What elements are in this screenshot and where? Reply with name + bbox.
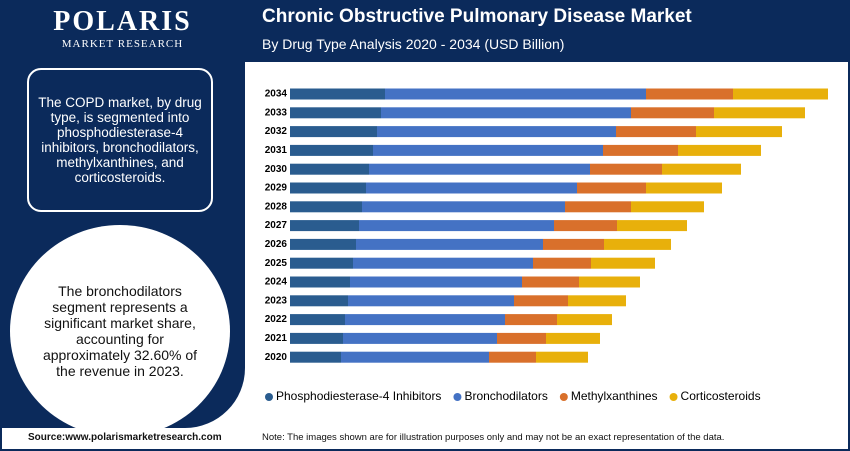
bar-segment	[359, 220, 554, 232]
summary-text: The COPD market, by drug type, is segmen…	[38, 95, 202, 185]
y-tick-label: 2027	[265, 220, 288, 231]
y-tick-label: 2026	[265, 239, 288, 250]
bar-segment	[356, 238, 543, 250]
y-tick-label: 2034	[265, 89, 288, 100]
bar-segment	[290, 182, 366, 194]
bar-segment	[522, 276, 579, 288]
bar-segment	[590, 163, 662, 175]
source: Source:www.polarismarketresearch.com	[28, 432, 222, 443]
bar-segment	[514, 295, 568, 307]
bar-segment	[290, 351, 341, 363]
bar-segment	[369, 163, 590, 175]
bar-segment	[353, 257, 533, 269]
bar-segment	[565, 201, 631, 213]
summary-box: The COPD market, by drug type, is segmen…	[27, 68, 213, 212]
bar-segment	[290, 107, 381, 119]
bar-segment	[373, 144, 603, 156]
chart-subtitle: By Drug Type Analysis 2020 - 2034 (USD B…	[262, 36, 565, 52]
bar-segment	[348, 295, 514, 307]
bar-segment	[543, 238, 604, 250]
bar-segment	[536, 351, 588, 363]
chart-title: Chronic Obstructive Pulmonary Disease Ma…	[262, 6, 692, 27]
chart: 2020 2021 2022 2023 2024 2025 2026 2027 2028 2029…	[265, 88, 828, 403]
bar-segment	[631, 201, 704, 213]
legend-label: Methylxanthines	[571, 389, 658, 403]
bar-segment	[290, 238, 356, 250]
bar-segment	[489, 351, 536, 363]
header-bar	[245, 0, 850, 62]
highlight-circle: The bronchodilators segment represents a…	[10, 225, 230, 437]
bar-segment	[678, 144, 761, 156]
bar-segment	[290, 314, 345, 326]
logo: POLARIS	[53, 6, 192, 37]
bar-segment	[733, 88, 828, 100]
bar-segment	[505, 314, 557, 326]
bar-segment	[696, 126, 782, 138]
bar-segment	[604, 238, 671, 250]
bar-segment	[290, 201, 362, 213]
y-tick-label: 2031	[265, 145, 288, 156]
legend-marker	[559, 393, 568, 401]
legend-label: Corticosteroids	[681, 389, 761, 403]
bar-segment	[290, 295, 348, 307]
legend-marker	[453, 393, 462, 401]
bar-segment	[350, 276, 522, 288]
bar-segment	[603, 144, 678, 156]
bar-segment	[381, 107, 631, 119]
bar-segment	[533, 257, 591, 269]
bar-segment	[290, 220, 359, 232]
bar-segment	[341, 351, 489, 363]
y-tick-label: 2024	[265, 277, 288, 288]
bar-segment	[345, 314, 505, 326]
y-tick-label: 2033	[265, 107, 288, 118]
bar-segment	[362, 201, 565, 213]
bar-segment	[290, 88, 385, 100]
y-tick-label: 2030	[265, 164, 288, 175]
bar-segment	[557, 314, 612, 326]
bar-segment	[546, 332, 600, 344]
bar-segment	[290, 332, 343, 344]
legend-label: Phosphodiesterase-4 Inhibitors	[276, 389, 441, 403]
bar-segment	[497, 332, 546, 344]
y-tick-label: 2025	[265, 258, 288, 269]
bar-segment	[290, 126, 377, 138]
bar-segment	[646, 182, 722, 194]
bar-segment	[577, 182, 646, 194]
bar-segment	[290, 276, 350, 288]
bar-segment	[662, 163, 741, 175]
y-tick-label: 2021	[265, 333, 288, 344]
y-tick-label: 2029	[265, 183, 288, 194]
bar-segment	[366, 182, 577, 194]
bar-segment	[554, 220, 617, 232]
y-tick-label: 2020	[265, 352, 288, 363]
bar-segment	[631, 107, 714, 119]
bar-segment	[377, 126, 616, 138]
bar-segment	[385, 88, 646, 100]
bar-segment	[714, 107, 805, 119]
bar-segment	[290, 257, 353, 269]
bar-segment	[568, 295, 626, 307]
y-tick-label: 2028	[265, 201, 288, 212]
bar-segment	[646, 88, 733, 100]
legend-marker	[669, 393, 678, 401]
bar-segment	[617, 220, 687, 232]
logo-subtitle: MARKET RESEARCH	[61, 38, 184, 50]
note: Note: The images shown are for illustrat…	[262, 432, 725, 443]
bar-segment	[343, 332, 497, 344]
bar-segment	[290, 163, 369, 175]
legend-label: Bronchodilators	[464, 389, 547, 403]
bar-segment	[616, 126, 696, 138]
y-tick-label: 2022	[265, 314, 288, 325]
bar-segment	[591, 257, 655, 269]
legend-marker	[265, 393, 273, 401]
y-tick-label: 2032	[265, 126, 288, 137]
bar-segment	[290, 144, 373, 156]
highlight-text: The bronchodilators segment represents a…	[42, 283, 198, 379]
bar-segment	[579, 276, 640, 288]
y-tick-label: 2023	[265, 295, 288, 306]
